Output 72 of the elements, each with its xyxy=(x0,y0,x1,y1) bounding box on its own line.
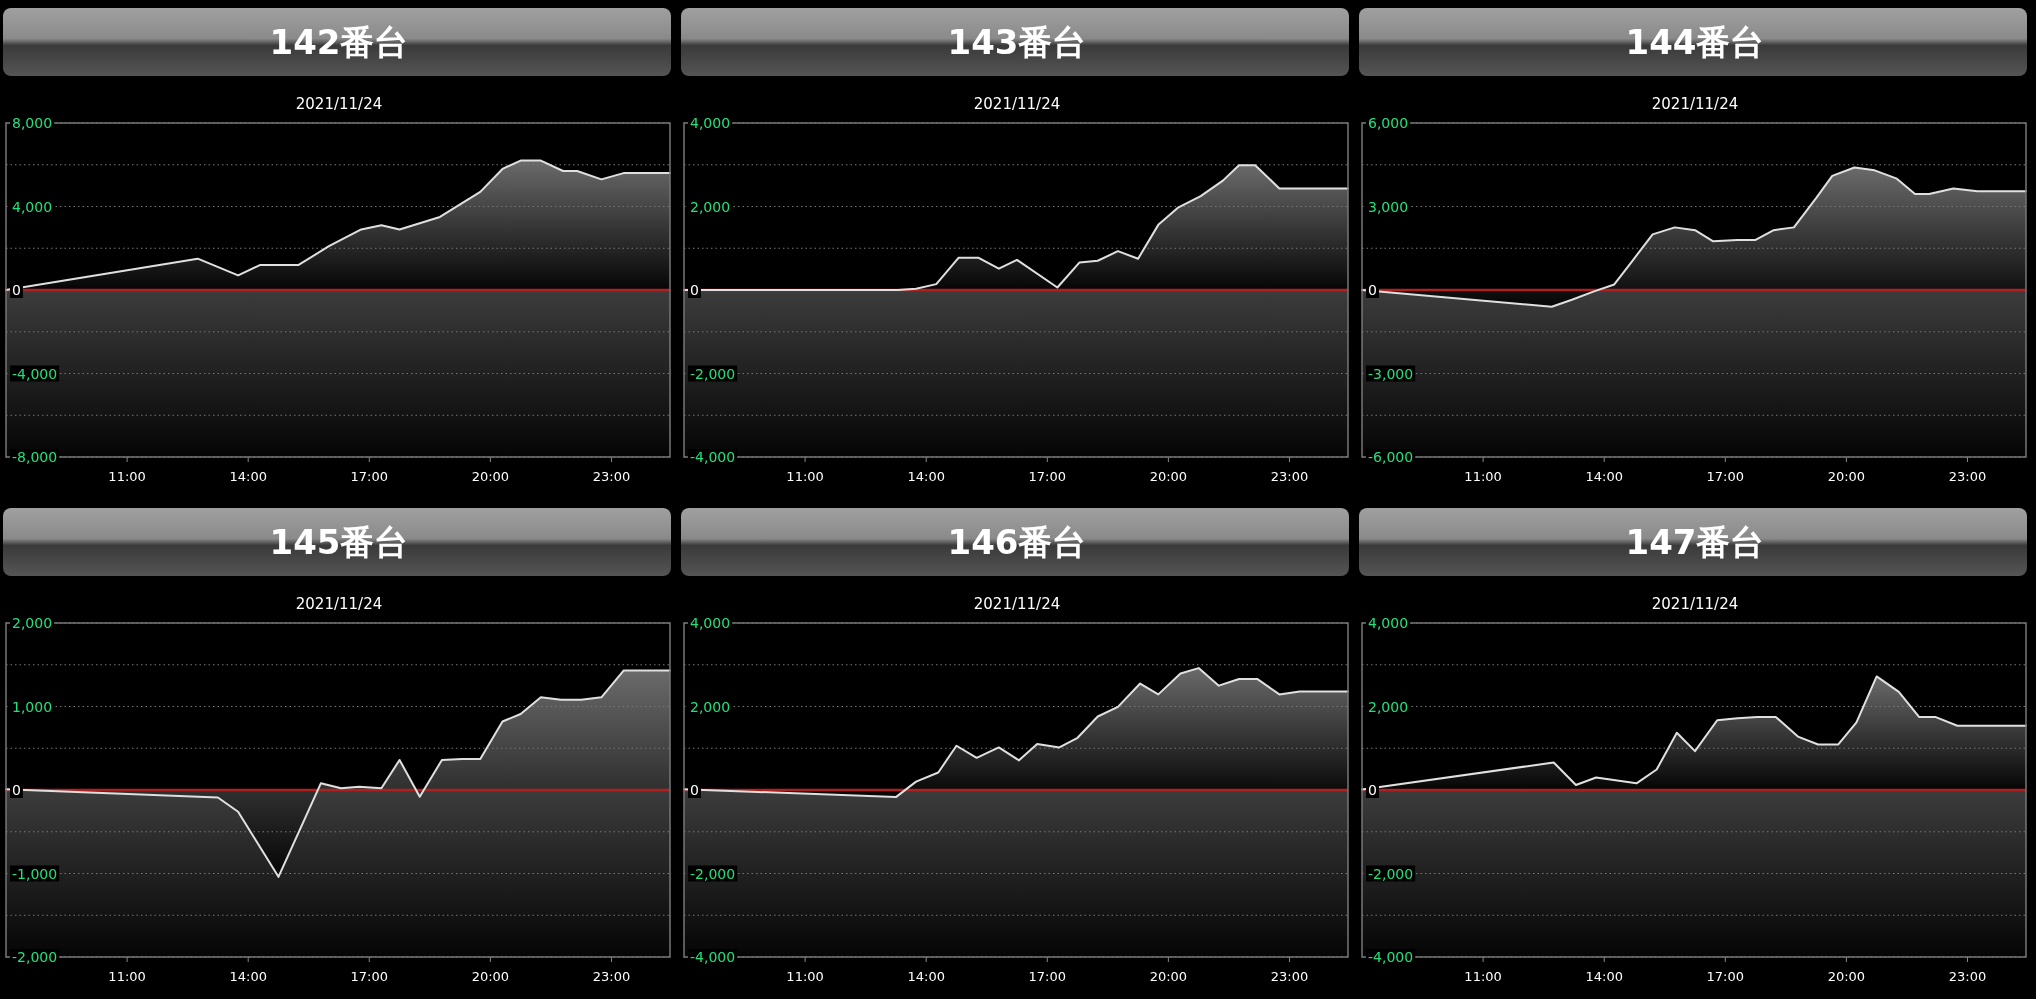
y-tick-label: 1,000 xyxy=(12,698,53,715)
chart-subtitle: 2021/11/24 xyxy=(973,95,1061,113)
x-tick-label: 11:00 xyxy=(1464,469,1502,484)
x-tick-label: 17:00 xyxy=(1028,469,1067,484)
chart-subtitle: 2021/11/24 xyxy=(1651,595,1739,613)
x-tick-label: 14:00 xyxy=(229,469,267,484)
chart-subtitle: 2021/11/24 xyxy=(1651,95,1739,113)
y-tick-label: 4,000 xyxy=(690,615,731,631)
y-tick-label: 6,000 xyxy=(1368,115,1409,131)
x-tick-label: 17:00 xyxy=(1706,969,1745,984)
y-tick-label: -2,000 xyxy=(690,365,736,382)
x-tick-label: 23:00 xyxy=(592,969,631,984)
y-tick-label: 0 xyxy=(1368,282,1377,298)
y-tick-label: -8,000 xyxy=(12,449,58,465)
x-tick-label: 20:00 xyxy=(1149,969,1188,984)
chart-title: 143番台 xyxy=(947,22,1087,62)
x-tick-label: 11:00 xyxy=(108,469,146,484)
y-tick-label: 0 xyxy=(12,282,21,298)
x-tick-label: 20:00 xyxy=(1827,469,1866,484)
x-tick-label: 17:00 xyxy=(350,469,389,484)
x-tick-label: 11:00 xyxy=(1464,969,1502,984)
chart-subtitle: 2021/11/24 xyxy=(295,595,383,613)
x-tick-label: 11:00 xyxy=(786,969,824,984)
x-tick-label: 14:00 xyxy=(907,469,945,484)
y-tick-label: 3,000 xyxy=(1368,198,1409,215)
x-tick-label: 23:00 xyxy=(1270,969,1309,984)
x-tick-label: 23:00 xyxy=(592,469,631,484)
y-tick-label: 2,000 xyxy=(690,198,731,215)
y-tick-label: -4,000 xyxy=(690,949,736,965)
y-tick-label: 0 xyxy=(1368,782,1377,798)
y-tick-label: 4,000 xyxy=(1368,615,1409,631)
chart-title: 147番台 xyxy=(1625,522,1765,562)
x-tick-label: 14:00 xyxy=(1585,469,1623,484)
x-tick-label: 17:00 xyxy=(350,969,389,984)
x-tick-label: 17:00 xyxy=(1028,969,1067,984)
y-tick-label: 4,000 xyxy=(690,115,731,131)
x-tick-label: 23:00 xyxy=(1948,469,1987,484)
y-tick-label: -1,000 xyxy=(12,865,58,882)
chart-subtitle: 2021/11/24 xyxy=(295,95,383,113)
chart-title: 146番台 xyxy=(947,522,1087,562)
chart-title: 142番台 xyxy=(269,22,409,62)
y-tick-label: 2,000 xyxy=(690,698,731,715)
y-tick-label: -3,000 xyxy=(1368,365,1414,382)
chart-title: 144番台 xyxy=(1625,22,1765,62)
x-tick-label: 20:00 xyxy=(1827,969,1866,984)
y-tick-label: 4,000 xyxy=(12,198,53,215)
y-tick-label: 0 xyxy=(12,782,21,798)
y-tick-label: 8,000 xyxy=(12,115,53,131)
x-tick-label: 20:00 xyxy=(471,469,510,484)
y-tick-label: -2,000 xyxy=(690,865,736,882)
chart-subtitle: 2021/11/24 xyxy=(973,595,1061,613)
x-tick-label: 23:00 xyxy=(1948,969,1987,984)
x-tick-label: 20:00 xyxy=(471,969,510,984)
x-tick-label: 11:00 xyxy=(108,969,146,984)
y-tick-label: -2,000 xyxy=(12,949,58,965)
y-tick-label: 2,000 xyxy=(12,615,53,631)
x-tick-label: 20:00 xyxy=(1149,469,1188,484)
x-tick-label: 11:00 xyxy=(786,469,824,484)
x-tick-label: 14:00 xyxy=(907,969,945,984)
y-tick-label: -4,000 xyxy=(1368,949,1414,965)
y-tick-label: 0 xyxy=(690,782,699,798)
x-tick-label: 14:00 xyxy=(1585,969,1623,984)
x-tick-label: 14:00 xyxy=(229,969,267,984)
y-tick-label: 0 xyxy=(690,282,699,298)
chart-title: 145番台 xyxy=(269,522,409,562)
y-tick-label: -4,000 xyxy=(690,449,736,465)
y-tick-label: 2,000 xyxy=(1368,698,1409,715)
y-tick-label: -2,000 xyxy=(1368,865,1414,882)
x-tick-label: 23:00 xyxy=(1270,469,1309,484)
y-tick-label: -4,000 xyxy=(12,365,58,382)
y-tick-label: -6,000 xyxy=(1368,449,1414,465)
x-tick-label: 17:00 xyxy=(1706,469,1745,484)
